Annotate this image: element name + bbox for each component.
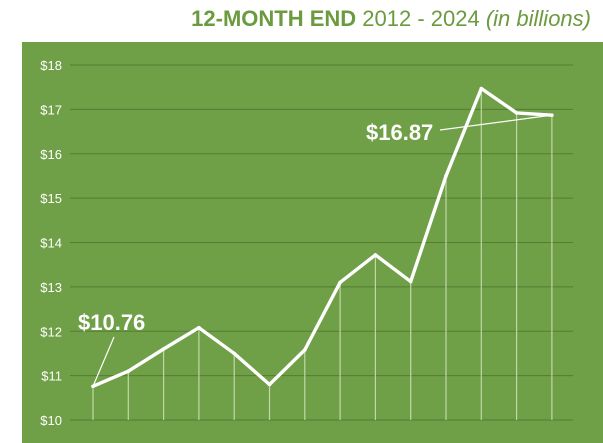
y-tick-label: $10	[40, 413, 62, 428]
data-point	[514, 111, 519, 115]
annotation-label: $16.87	[366, 120, 433, 145]
y-tick-label: $13	[40, 280, 62, 295]
y-tick-label: $12	[40, 324, 62, 339]
data-point	[408, 279, 413, 284]
title-unit: (in billions)	[485, 6, 591, 31]
data-point	[373, 253, 378, 257]
annotation-label: $10.76	[78, 310, 145, 335]
y-tick-label: $17	[40, 102, 62, 117]
series-line	[91, 86, 554, 388]
data-point	[303, 348, 307, 352]
y-tick-label: $11	[41, 369, 62, 384]
data-point	[232, 351, 236, 356]
title-range: 2012 - 2024	[362, 6, 480, 31]
data-point	[126, 369, 131, 373]
y-tick-label: $15	[40, 191, 62, 206]
data-point	[444, 174, 448, 178]
data-point	[479, 86, 484, 91]
data-point	[197, 325, 201, 330]
title-bold: 12-MONTH END	[191, 6, 357, 31]
chart-title: 12-MONTH END 2012 - 2024 (in billions)	[191, 6, 591, 32]
data-point	[338, 280, 342, 285]
annotation-leader	[439, 114, 552, 131]
data-point	[161, 347, 166, 351]
annotation-leader	[92, 336, 115, 387]
y-tick-label: $18	[40, 58, 62, 73]
y-tick-label: $14	[40, 236, 62, 251]
y-tick-label: $16	[40, 147, 62, 162]
data-point	[267, 382, 272, 387]
